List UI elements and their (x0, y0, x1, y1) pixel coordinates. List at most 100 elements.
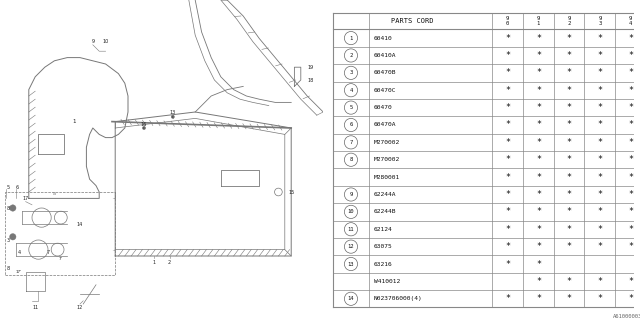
Circle shape (172, 115, 174, 118)
Text: *: * (505, 225, 510, 234)
Text: 6: 6 (16, 185, 19, 190)
Text: *: * (536, 294, 541, 303)
Text: *: * (566, 225, 572, 234)
Text: 1: 1 (72, 119, 76, 124)
Text: 13: 13 (348, 261, 354, 267)
Text: *: * (505, 120, 510, 130)
Text: 60470C: 60470C (374, 88, 397, 93)
Text: *: * (597, 225, 602, 234)
Text: 9
2: 9 2 (568, 16, 571, 26)
Text: 11: 11 (348, 227, 354, 232)
Text: *: * (505, 34, 510, 43)
Text: *: * (536, 34, 541, 43)
Text: 5: 5 (6, 185, 10, 190)
Text: *: * (505, 207, 510, 216)
Text: 9
0: 9 0 (506, 16, 509, 26)
Text: *: * (628, 225, 633, 234)
Text: *: * (505, 172, 510, 182)
Text: *: * (628, 86, 633, 95)
Text: *: * (628, 277, 633, 286)
Text: 9: 9 (349, 192, 353, 197)
Text: 7: 7 (47, 250, 49, 255)
Text: *: * (505, 260, 510, 268)
Text: *: * (536, 242, 541, 251)
Text: *: * (597, 120, 602, 130)
Text: 63075: 63075 (374, 244, 393, 249)
Text: *: * (536, 120, 541, 130)
Text: *: * (536, 68, 541, 77)
Text: 60470B: 60470B (374, 70, 397, 75)
Text: 60470: 60470 (374, 105, 393, 110)
Text: 14: 14 (77, 221, 83, 227)
Text: 60410A: 60410A (374, 53, 397, 58)
Circle shape (10, 234, 16, 240)
Text: *: * (566, 190, 572, 199)
Text: 62244A: 62244A (374, 192, 397, 197)
Text: N023706000(4): N023706000(4) (374, 296, 423, 301)
Text: 10: 10 (102, 39, 109, 44)
Text: M280001: M280001 (374, 175, 400, 180)
Text: *: * (597, 277, 602, 286)
Text: 9
4: 9 4 (629, 16, 632, 26)
Text: *: * (505, 294, 510, 303)
Text: *: * (566, 155, 572, 164)
Text: 9
1: 9 1 (537, 16, 540, 26)
Text: 60470A: 60470A (374, 123, 397, 127)
Text: *: * (536, 225, 541, 234)
Circle shape (10, 205, 16, 211)
Text: 14: 14 (348, 296, 354, 301)
Circle shape (143, 126, 146, 130)
Text: *: * (536, 86, 541, 95)
Text: 9: 9 (92, 39, 94, 44)
Text: 3: 3 (6, 237, 10, 243)
Text: *: * (505, 51, 510, 60)
Text: *: * (597, 138, 602, 147)
Text: 1: 1 (152, 260, 155, 265)
Text: *: * (628, 51, 633, 60)
Text: 62124: 62124 (374, 227, 393, 232)
Text: *: * (628, 138, 633, 147)
Text: 63216: 63216 (374, 261, 393, 267)
Text: 16: 16 (141, 122, 147, 127)
Text: PARTS CORD: PARTS CORD (391, 18, 434, 24)
Text: 13: 13 (170, 109, 176, 115)
Text: *: * (628, 172, 633, 182)
Text: 2: 2 (168, 260, 171, 265)
Text: *: * (566, 294, 572, 303)
Text: 7: 7 (349, 140, 353, 145)
Text: 8: 8 (349, 157, 353, 162)
Text: *: * (597, 34, 602, 43)
Text: *: * (628, 120, 633, 130)
Text: *: * (628, 294, 633, 303)
Text: *: * (536, 172, 541, 182)
Text: *: * (536, 207, 541, 216)
Text: *: * (628, 155, 633, 164)
Text: *: * (566, 103, 572, 112)
Text: 10: 10 (348, 209, 354, 214)
Text: *: * (597, 86, 602, 95)
Text: *: * (566, 86, 572, 95)
Text: *: * (628, 68, 633, 77)
Text: *: * (566, 68, 572, 77)
Text: *: * (597, 190, 602, 199)
Text: a: a (53, 191, 56, 196)
Text: *: * (628, 103, 633, 112)
Text: 4: 4 (18, 250, 20, 255)
Text: *: * (566, 277, 572, 286)
Text: *: * (536, 190, 541, 199)
Text: 19: 19 (307, 65, 314, 70)
Text: *: * (597, 68, 602, 77)
Text: 7': 7' (59, 257, 63, 261)
Text: W410012: W410012 (374, 279, 400, 284)
Text: *: * (628, 207, 633, 216)
Text: 11: 11 (32, 305, 38, 310)
Text: *: * (597, 51, 602, 60)
Text: 8: 8 (6, 266, 10, 271)
Text: 17': 17' (16, 270, 22, 274)
Text: *: * (505, 190, 510, 199)
Text: *: * (536, 51, 541, 60)
Text: *: * (536, 138, 541, 147)
Text: *: * (505, 155, 510, 164)
Text: *: * (505, 68, 510, 77)
Text: 4: 4 (349, 88, 353, 93)
